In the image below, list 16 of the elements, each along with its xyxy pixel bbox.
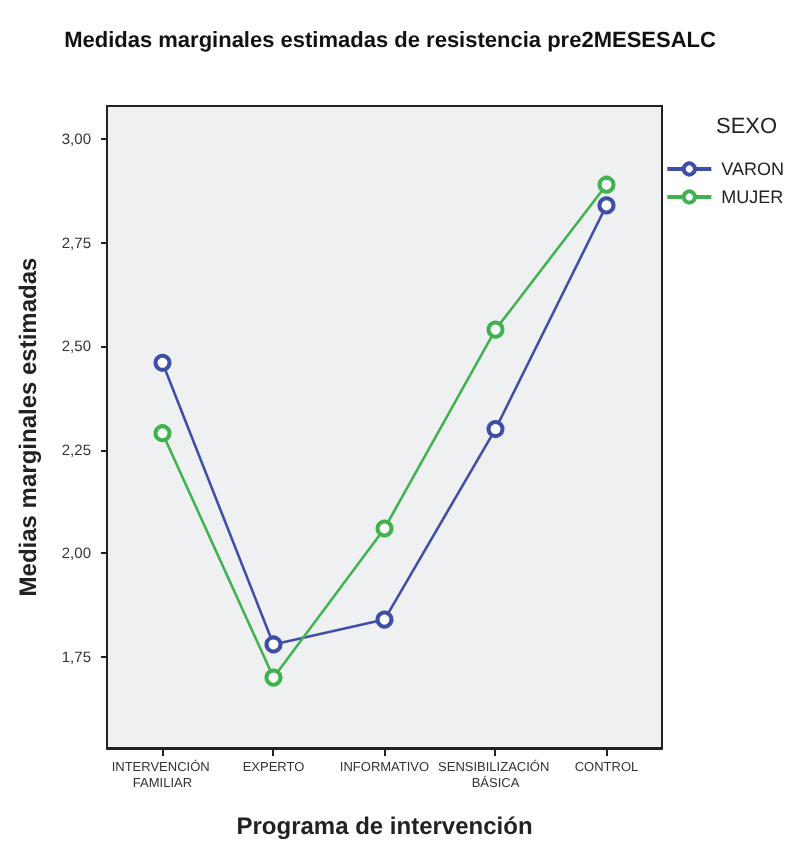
point	[375, 610, 394, 629]
legend-title: SEXO	[716, 115, 779, 139]
x-axis-title: Programa de intervención	[236, 812, 533, 840]
point	[153, 353, 172, 372]
chart-title: Medidas marginales estimadas de resistencia pre2MESESALC	[64, 29, 716, 53]
legend-label: VARON	[721, 159, 785, 179]
point	[375, 519, 394, 538]
point	[486, 420, 505, 439]
point	[264, 668, 283, 687]
point	[153, 424, 172, 443]
y-axis-title: Medias marginales estimadas	[14, 256, 42, 597]
point	[597, 175, 616, 194]
point	[264, 635, 283, 654]
legend-label: MUJER	[721, 187, 785, 207]
point	[486, 320, 505, 339]
point	[597, 196, 616, 215]
